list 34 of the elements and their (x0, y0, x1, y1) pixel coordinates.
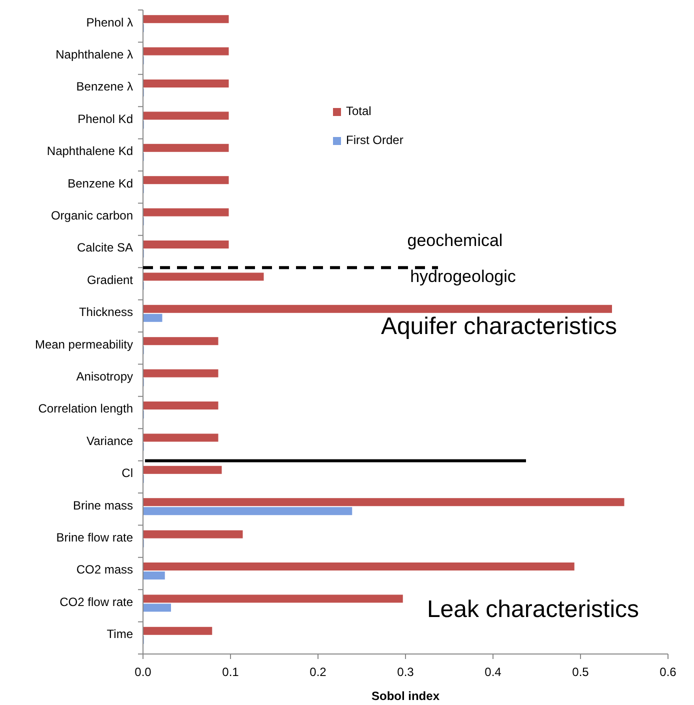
y-tick-label: Benzene λ (76, 80, 133, 94)
y-tick-label: Cl (122, 466, 133, 480)
annotation: Aquifer characteristics (380, 313, 618, 340)
legend-label: Total (346, 104, 372, 118)
annotation: Leak characteristics (426, 596, 640, 623)
y-tick-label: Brine mass (72, 498, 133, 512)
annotation: hydrogeologic (410, 267, 516, 286)
y-tick-label: Naphthalene Kd (46, 144, 133, 158)
y-tick-label: Correlation length (38, 402, 133, 416)
y-tick-label: Brine flow rate (56, 530, 134, 544)
y-tick-label: Naphthalene λ (56, 47, 133, 62)
y-tick-label: Calcite SA (76, 240, 133, 255)
y-tick-label: Benzene Kd (68, 176, 133, 190)
y-tick-label: Organic carbon (50, 208, 133, 222)
x-tick-label: 0.1 (222, 665, 240, 679)
y-tick-label: Anisotropy (76, 369, 133, 384)
y-tick-label: Time (106, 627, 134, 642)
annotation: geochemical (407, 231, 503, 250)
y-tick-label: CO2 mass (76, 562, 133, 577)
x-tick-label: 0.0 (134, 665, 152, 679)
y-tick-label: Mean permeability (34, 337, 133, 352)
y-tick-label: Phenol λ (86, 15, 133, 30)
y-tick-label: Phenol Kd (78, 112, 133, 126)
y-tick-label: Variance (86, 434, 134, 448)
x-tick-label: 0.2 (310, 665, 327, 679)
x-tick-label: 0.4 (484, 665, 502, 679)
legend-label: First Order (346, 133, 404, 148)
y-tick-label: Thickness (78, 305, 133, 320)
x-tick-label: 0.6 (660, 665, 677, 679)
x-tick-label: 0.3 (397, 665, 414, 679)
y-tick-label: Gradient (86, 272, 134, 287)
y-tick-label: CO2 flow rate (60, 594, 134, 609)
x-axis-title: Sobol index (371, 689, 440, 703)
x-tick-label: 0.5 (572, 665, 590, 679)
